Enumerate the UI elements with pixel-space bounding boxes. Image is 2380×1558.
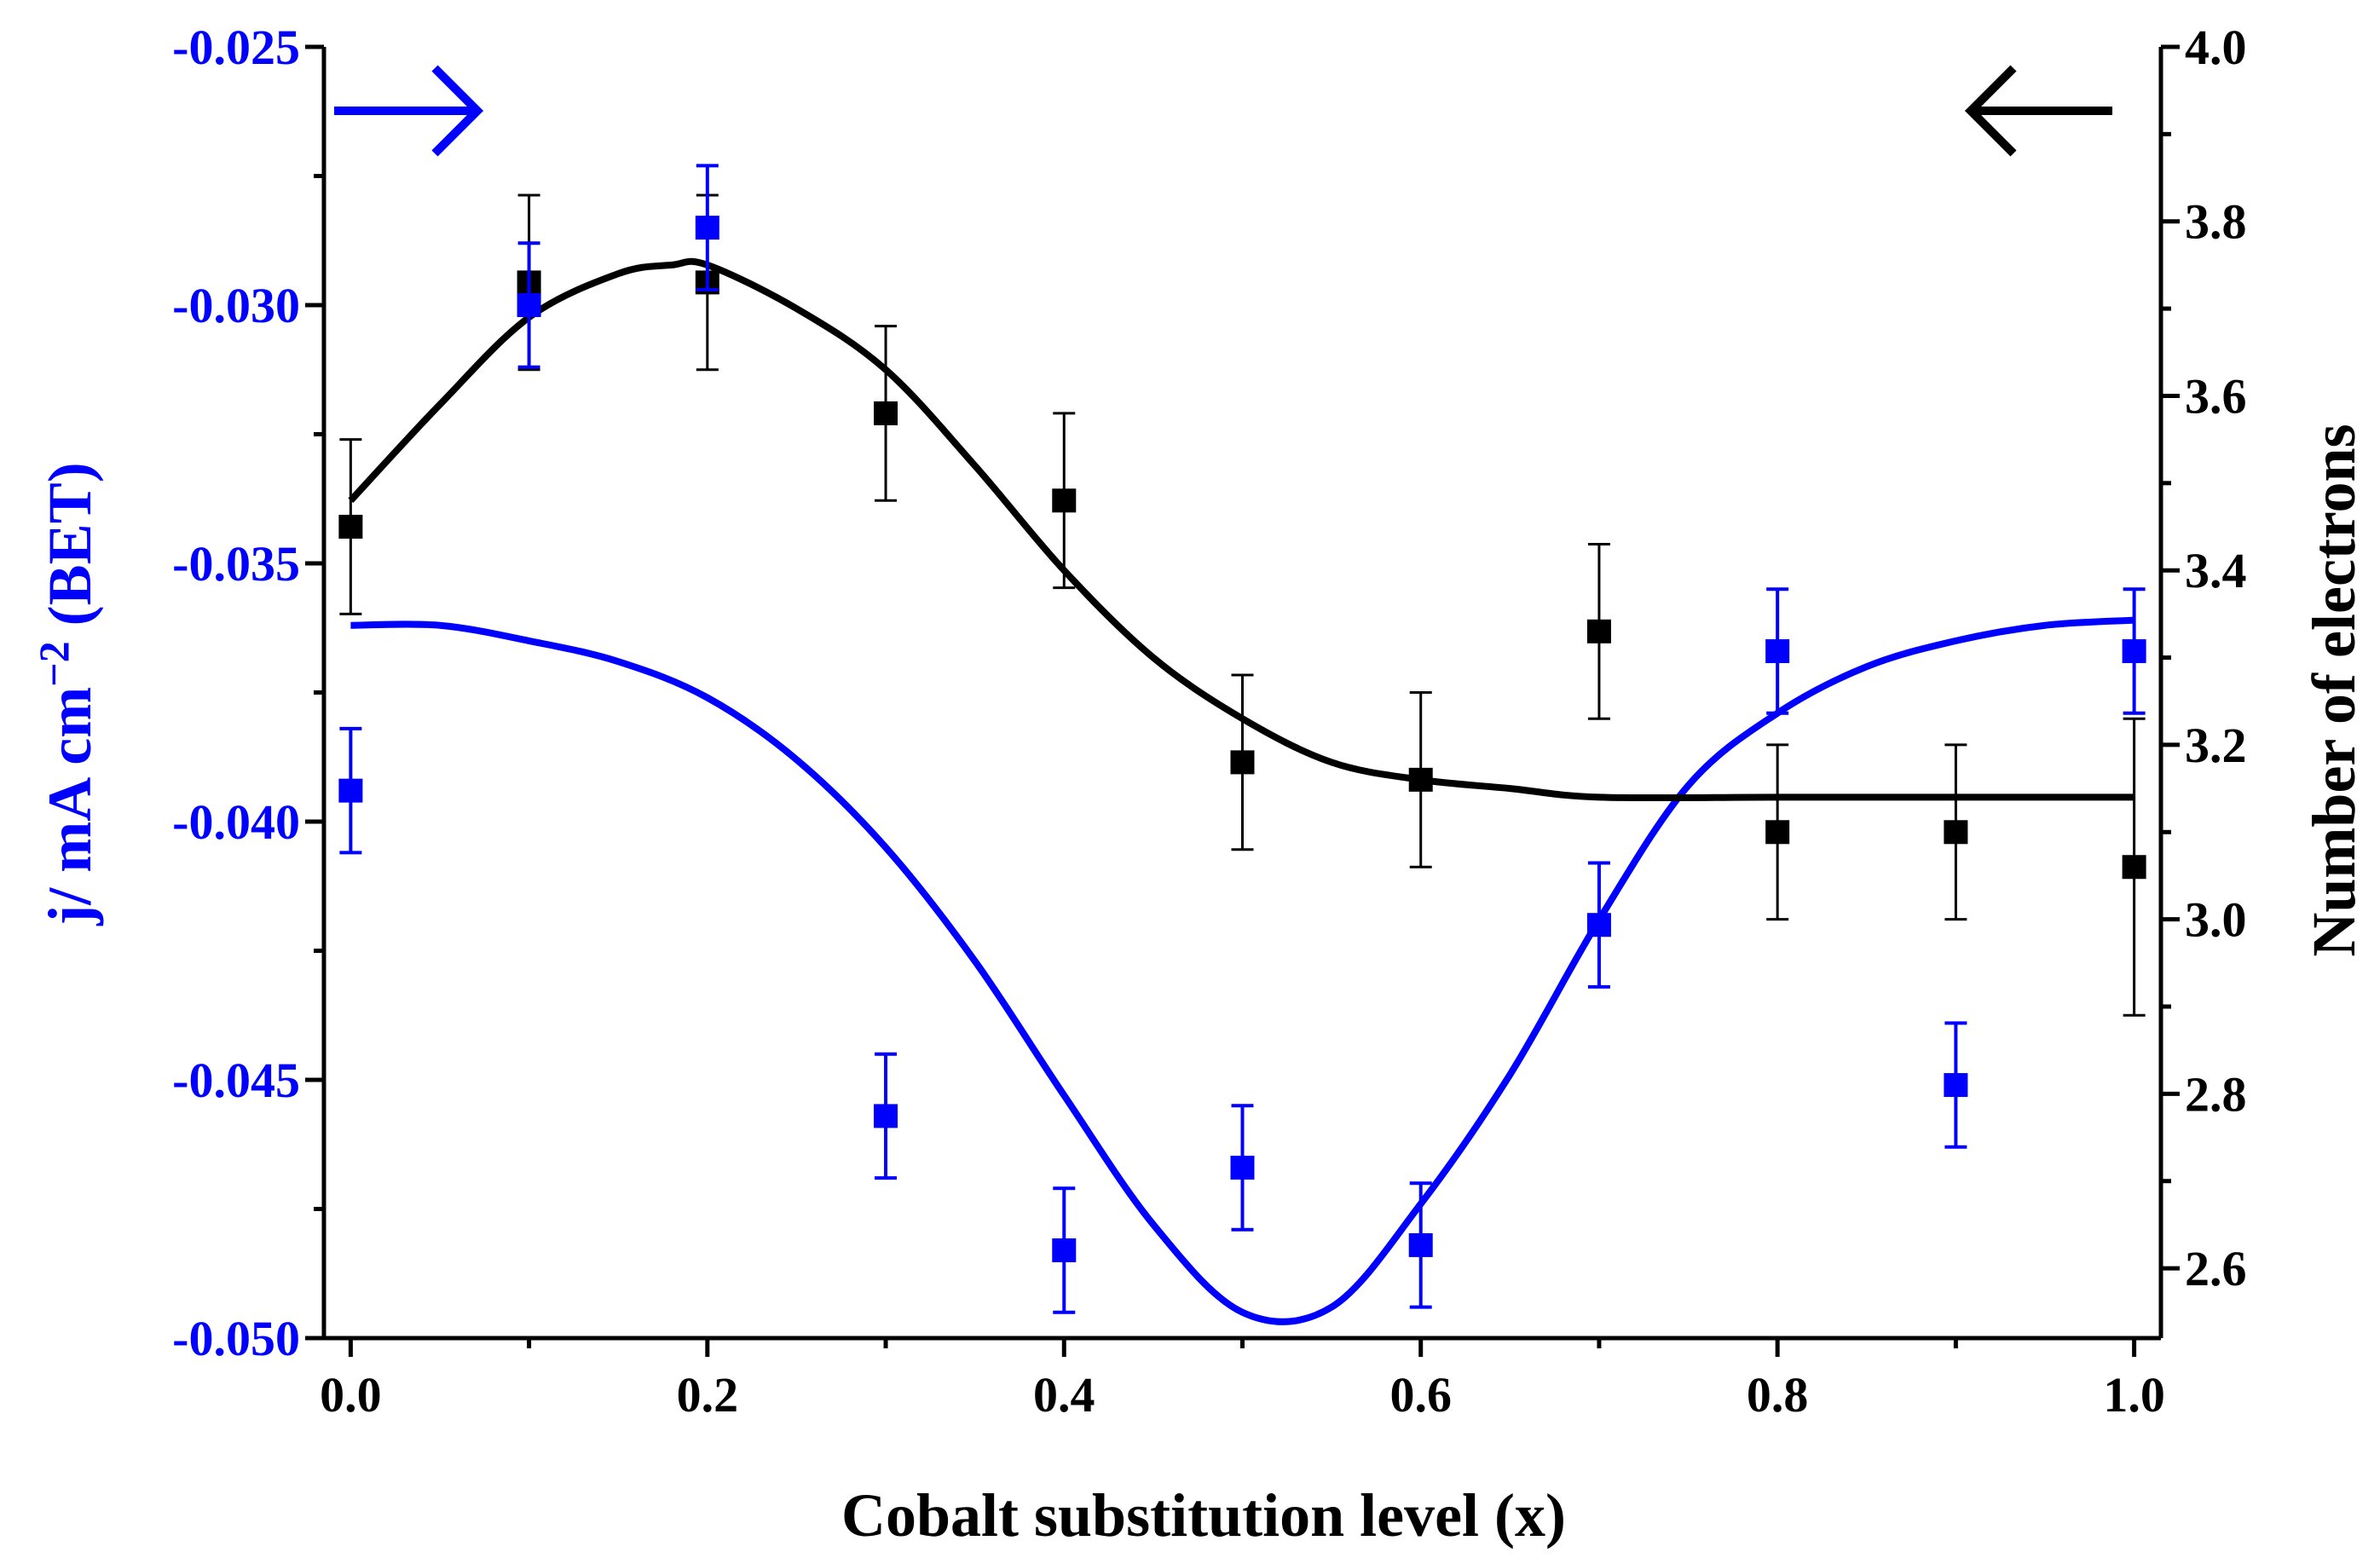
blue-data-point bbox=[1586, 913, 1611, 938]
blue-data-point bbox=[1408, 1232, 1433, 1257]
blue-data-point bbox=[2122, 639, 2146, 664]
x-tick-label: 1.0 bbox=[2103, 1367, 2165, 1422]
y-right-tick-label: 2.6 bbox=[2185, 1241, 2247, 1296]
y-left-tick-label: -0.040 bbox=[172, 794, 300, 850]
blue-fit-curve bbox=[350, 616, 2134, 1325]
black-data-point bbox=[1944, 820, 1968, 845]
x-axis-title: Cobalt substitution level (x) bbox=[841, 1481, 1566, 1549]
y-left-tick-label: -0.030 bbox=[172, 278, 300, 333]
blue-data-point bbox=[338, 778, 363, 803]
y-left-title-suffix: (BET) bbox=[36, 462, 104, 641]
y-right-tick-label: 3.4 bbox=[2185, 543, 2247, 598]
blue-arrow-head bbox=[431, 65, 484, 157]
blue-data-point bbox=[1052, 1238, 1077, 1262]
blue-data-point bbox=[695, 216, 719, 240]
y-right-tick-label: 3.6 bbox=[2185, 368, 2247, 424]
y-right-tick-label: 3.8 bbox=[2185, 194, 2247, 250]
x-tick-label: 0.2 bbox=[677, 1367, 739, 1422]
black-data-point bbox=[874, 401, 898, 425]
black-fit-curve bbox=[348, 257, 2134, 802]
blue-data-point bbox=[1230, 1156, 1255, 1180]
x-tick-label: 0.8 bbox=[1747, 1367, 1809, 1422]
y-left-axis-title: j/ mA cm−2 (BET) bbox=[30, 462, 104, 926]
y-left-tick-label: -0.035 bbox=[172, 536, 300, 591]
y-left-tick-label: -0.045 bbox=[172, 1053, 300, 1108]
y-left-tick-label: -0.050 bbox=[172, 1311, 300, 1366]
black-arrow-head bbox=[1964, 65, 2017, 157]
black-data-point bbox=[1230, 750, 1255, 775]
black-data-point bbox=[1586, 619, 1611, 643]
y-right-axis-title: Number of electrons bbox=[2300, 424, 2368, 956]
black-data-point bbox=[1052, 488, 1077, 513]
blue-data-point bbox=[1944, 1073, 1968, 1098]
y-left-tick-label: -0.025 bbox=[172, 20, 300, 75]
blue-data-point bbox=[874, 1104, 898, 1128]
y-right-tick-label: 4.0 bbox=[2185, 20, 2247, 75]
y-left-title-superscript: −2 bbox=[30, 641, 78, 687]
axes: 0.0 0.2 0.4 0.6 0.8 1.0 -0.025 -0.030 -0.035 -0.0… bbox=[172, 20, 2246, 1422]
x-tick-label: 0.0 bbox=[320, 1367, 382, 1422]
axis-arrows bbox=[334, 65, 2112, 157]
data-points bbox=[338, 164, 2146, 1314]
y-left-title-prefix: j/ mA cm bbox=[36, 687, 104, 926]
black-data-point bbox=[1765, 820, 1790, 845]
y-right-tick-label: 2.8 bbox=[2185, 1066, 2247, 1122]
blue-data-point bbox=[1765, 639, 1790, 664]
black-data-point bbox=[2122, 855, 2146, 880]
y-right-tick-label: 3.0 bbox=[2185, 892, 2247, 948]
x-tick-label: 0.6 bbox=[1389, 1367, 1452, 1422]
y-right-tick-label: 3.2 bbox=[2185, 718, 2247, 773]
fit-curves bbox=[348, 257, 2134, 1325]
black-data-point bbox=[338, 515, 363, 540]
black-data-point bbox=[1408, 767, 1433, 792]
x-tick-label: 0.4 bbox=[1033, 1367, 1095, 1422]
blue-data-point bbox=[517, 293, 541, 317]
